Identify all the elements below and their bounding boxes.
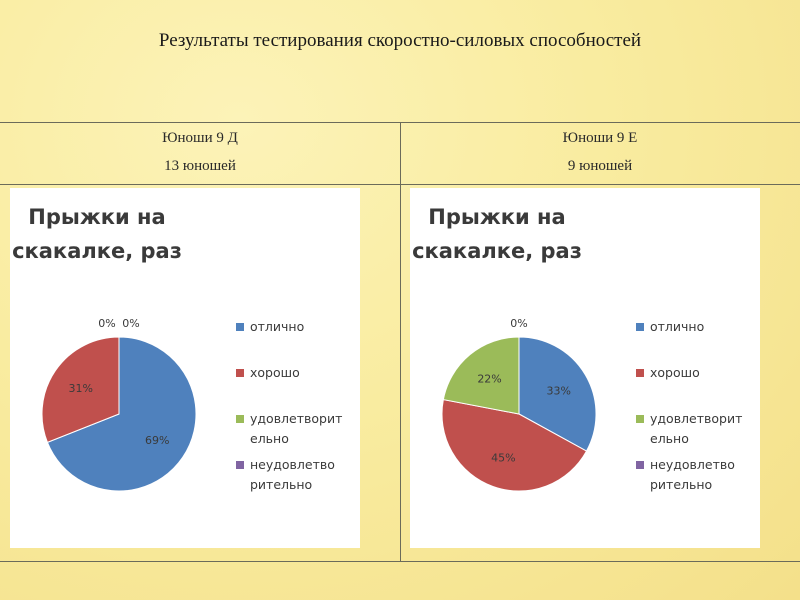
legend-swatch (636, 369, 644, 377)
column-header-group: Юноши 9 Д (162, 130, 238, 146)
slice-data-label: 31% (69, 382, 93, 395)
legend-swatch (236, 323, 244, 331)
slice-data-label: 45% (491, 451, 515, 464)
pie-chart-svg: Прыжки на скакалке, раз 69% 31% 0% 0% отлично х… (12, 205, 342, 492)
legend-label: хорошо (250, 365, 300, 380)
chart-title: скакалке, раз (12, 239, 182, 263)
column-header-group: Юноши 9 Е (562, 130, 638, 146)
slice-data-label: 0% (98, 317, 115, 330)
slice-data-label: 69% (145, 434, 169, 447)
slice-data-label: 0% (122, 317, 139, 330)
chart-title: скакалке, раз (412, 239, 582, 263)
pie-slice (518, 336, 597, 452)
legend-label: ельно (650, 431, 689, 446)
slice-data-label: 22% (477, 372, 501, 385)
legend-swatch (236, 415, 244, 423)
legend-label: отлично (250, 319, 304, 334)
table-column-divider (400, 122, 401, 562)
legend-label: удовлетворит (250, 411, 342, 426)
legend-label: отлично (650, 319, 704, 334)
column-header-count: 9 юношей (567, 158, 633, 174)
pie-slice (41, 336, 120, 443)
pie-chart-9d: Прыжки на скакалке, раз 69% 31% 0% 0% отлично х… (10, 188, 360, 548)
slice-data-label: 0% (510, 317, 527, 330)
pie-chart-9e: Прыжки на скакалке, раз 33% 45% 22% 0% отлично… (410, 188, 760, 548)
slice-data-label: 33% (547, 384, 571, 397)
legend-swatch (236, 369, 244, 377)
legend-label: ельно (250, 431, 289, 446)
column-header-9d: Юноши 9 Д 13 юношей (0, 124, 400, 180)
legend-swatch (636, 415, 644, 423)
pie-slice (441, 398, 588, 492)
legend-swatch (236, 461, 244, 469)
column-header-9e: Юноши 9 Е 9 юношей (400, 124, 800, 180)
pie-slice (442, 336, 520, 415)
pie-chart-svg: Прыжки на скакалке, раз 33% 45% 22% 0% отлично… (412, 205, 742, 492)
legend-swatch (636, 461, 644, 469)
legend-label: рительно (650, 477, 712, 492)
legend-label: хорошо (650, 365, 700, 380)
slide-title: Результаты тестирования скоростно-силовы… (158, 30, 642, 51)
column-header-count: 13 юношей (164, 158, 236, 174)
chart-title: Прыжки на (28, 205, 165, 229)
legend-label: удовлетворит (650, 411, 742, 426)
pie-slice (46, 336, 197, 492)
legend-swatch (636, 323, 644, 331)
legend-label: неудовлетво (650, 457, 735, 472)
legend-label: рительно (250, 477, 312, 492)
legend-label: неудовлетво (250, 457, 335, 472)
chart-title: Прыжки на (428, 205, 565, 229)
